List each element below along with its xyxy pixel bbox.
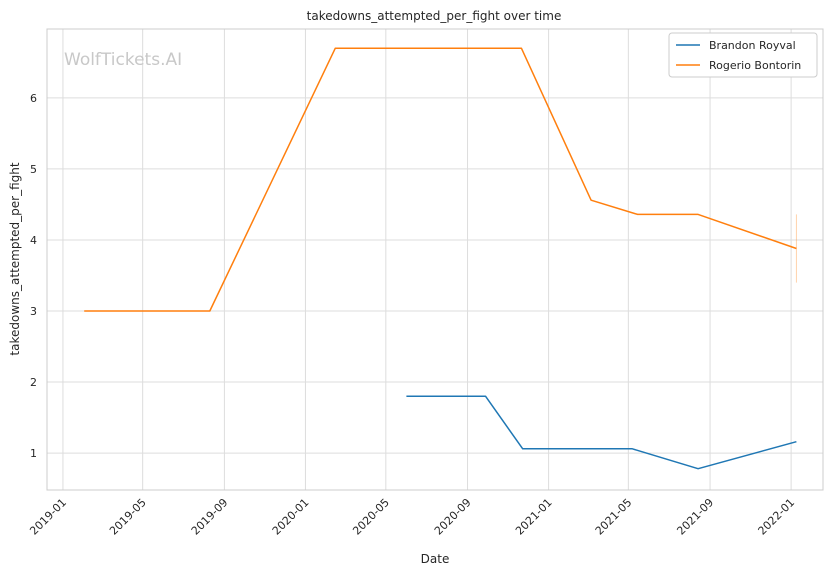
y-axis-ticks: 1 2 3 4 5 6 <box>30 92 37 460</box>
series-layer <box>84 47 797 470</box>
watermark: WolfTickets.AI <box>64 50 182 70</box>
chart-title: takedowns_attempted_per_fight over time <box>307 9 562 23</box>
x-axis-title: Date <box>421 552 450 566</box>
series-line-brandon-royval <box>406 395 797 470</box>
legend-box <box>668 32 818 78</box>
y-tick-label: 3 <box>30 305 37 318</box>
y-tick-label: 6 <box>30 92 37 105</box>
y-tick-label: 2 <box>30 376 37 389</box>
y-axis-title: takedowns_attempted_per_fight <box>8 162 22 355</box>
y-tick-label: 4 <box>30 234 37 247</box>
legend: Brandon Royval Rogerio Bontorin <box>668 32 818 78</box>
legend-label-rogerio-bontorin: Rogerio Bontorin <box>709 59 801 72</box>
grid <box>47 29 823 490</box>
series-line-rogerio-bontorin <box>84 47 797 312</box>
plot-frame <box>46 28 824 491</box>
y-tick-label: 1 <box>30 447 37 460</box>
y-tick-label: 5 <box>30 163 37 176</box>
legend-label-brandon-royval: Brandon Royval <box>709 39 796 52</box>
